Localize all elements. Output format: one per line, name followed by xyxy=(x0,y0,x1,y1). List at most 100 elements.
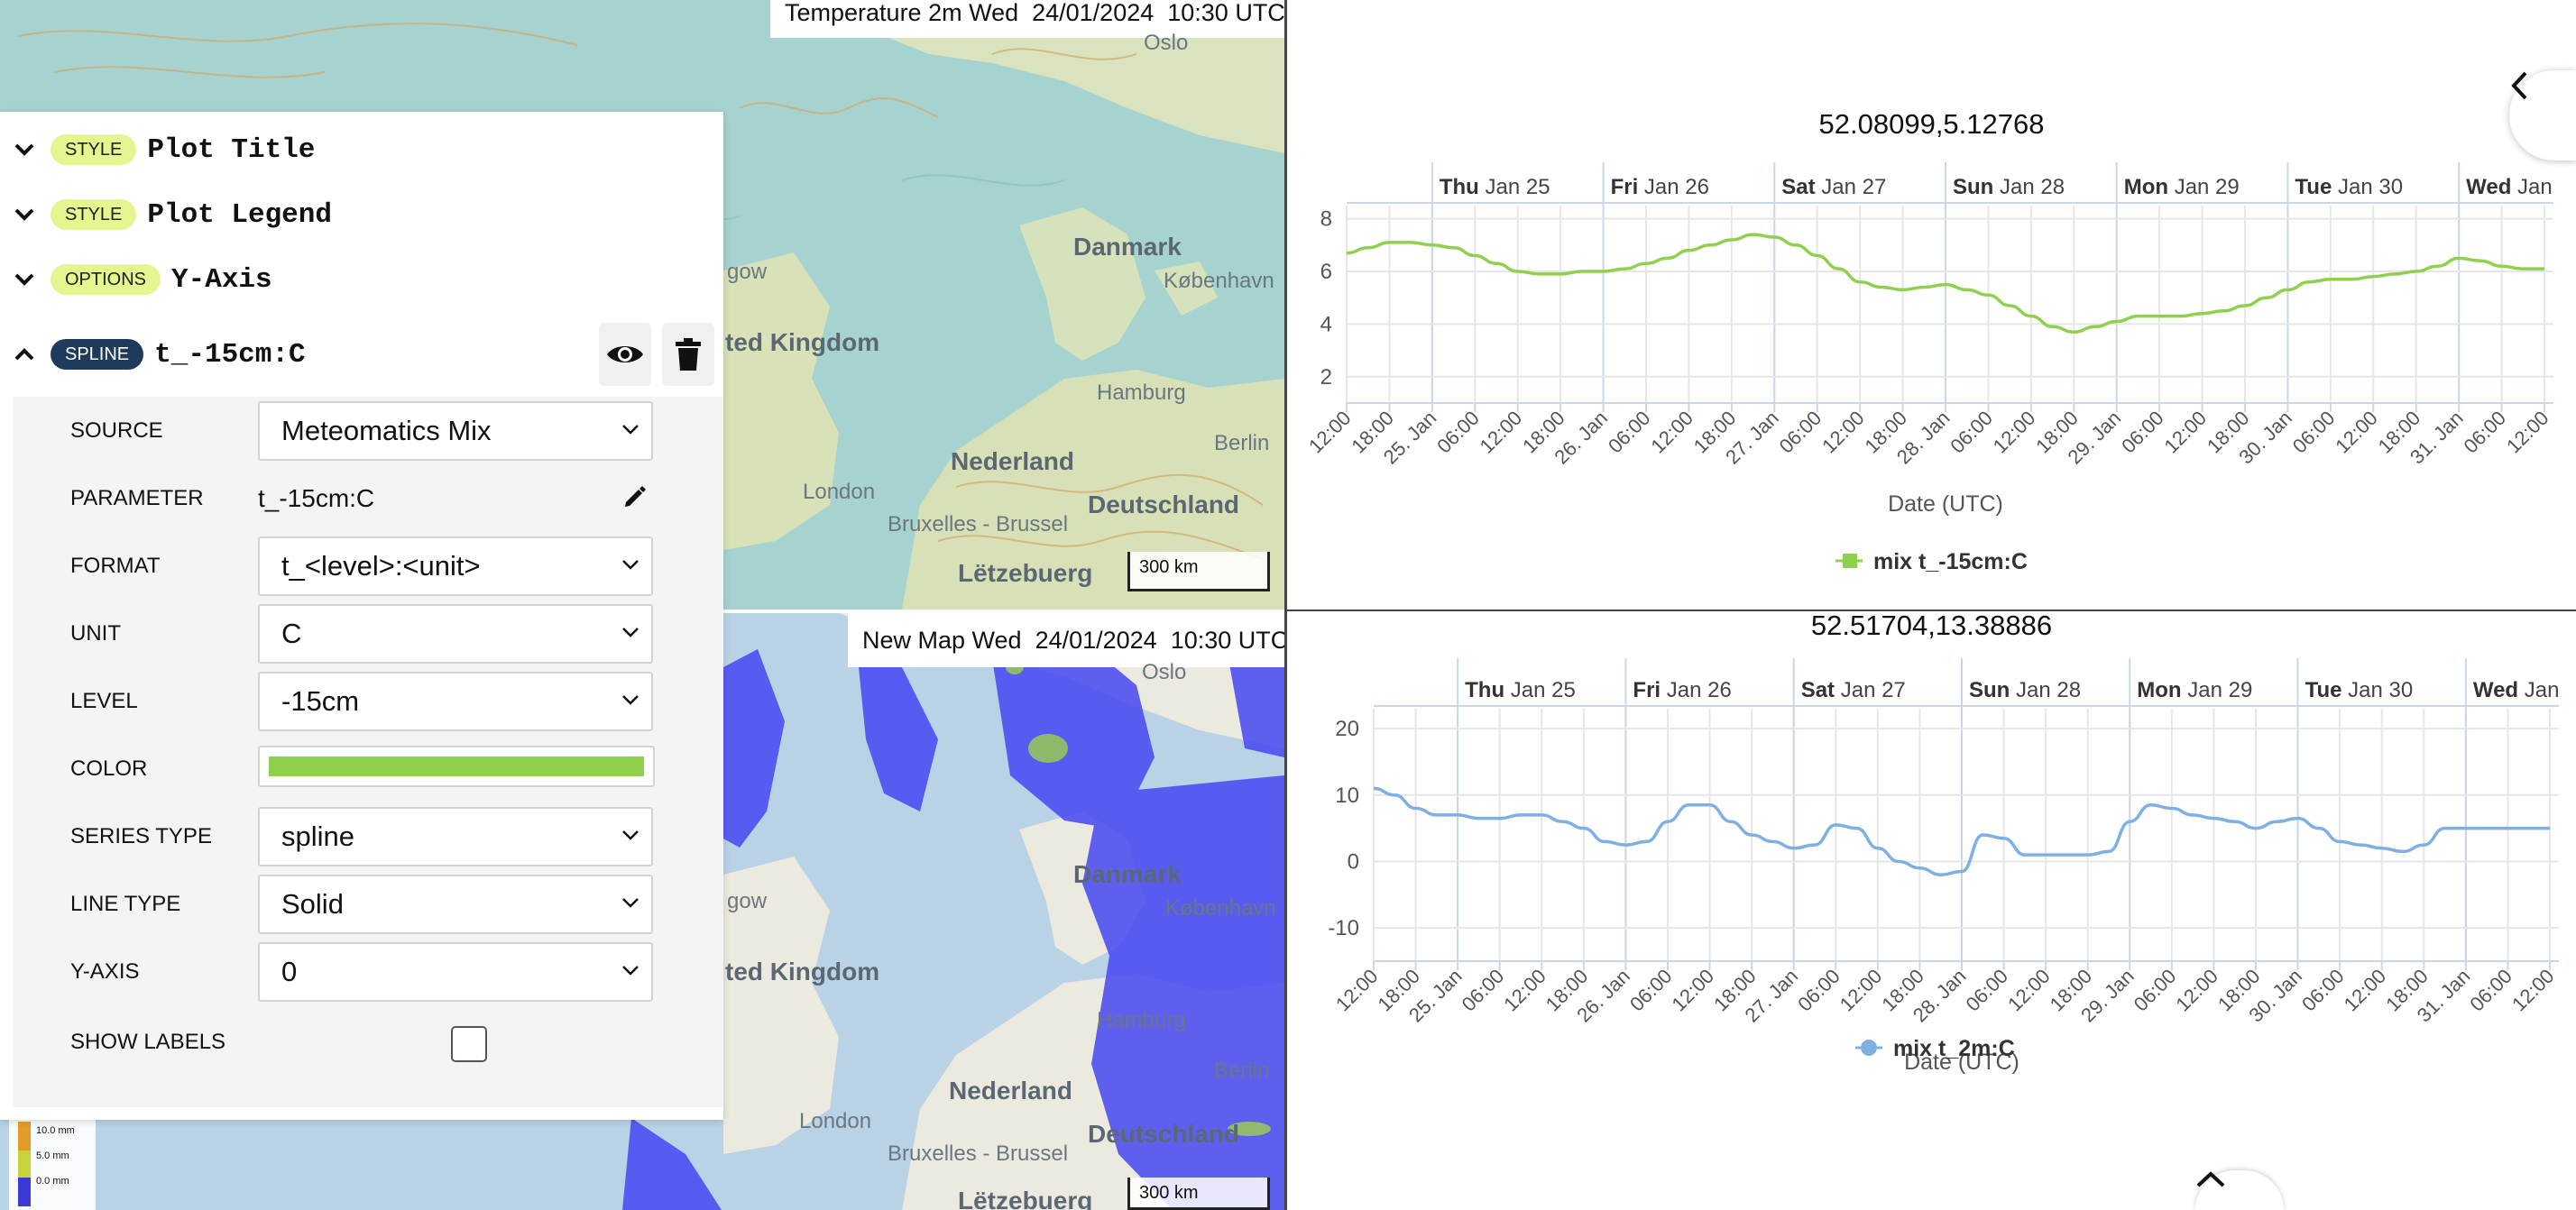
map-label-united-kingdom: ted Kingdom xyxy=(725,328,880,356)
day-name: Sat xyxy=(1781,175,1821,199)
y-tick-label: -10 xyxy=(1328,916,1359,940)
x-tick-label: 06:00 xyxy=(2465,965,2516,1016)
level-value: -15cm xyxy=(281,685,360,717)
series-line[interactable] xyxy=(1346,233,2544,334)
day-label: Tue Jan 30 xyxy=(2295,175,2403,199)
legend-swatch-high xyxy=(18,1122,31,1150)
prop-level: LEVEL -15cm xyxy=(13,667,723,735)
day-name: Fri xyxy=(1611,175,1644,199)
day-name: Mon xyxy=(2137,678,2187,702)
day-label: Fri Jan 26 xyxy=(1611,175,1709,199)
x-tick-label: 12:00 xyxy=(2507,965,2559,1016)
vertical-splitter[interactable] xyxy=(1284,0,1287,1210)
line-type-select[interactable]: Solid xyxy=(258,875,653,934)
series-properties: SOURCE Meteomatics Mix PARAMETER t_-15cm… xyxy=(13,397,723,1107)
x-tick-label: 06:00 xyxy=(1432,407,1484,458)
line-type-value: Solid xyxy=(281,888,344,920)
day-name: Fri xyxy=(1633,678,1666,702)
map-bottom-title: New Map Wed 24/01/2024 10:30 UTC xyxy=(848,613,1284,667)
x-tick-label: 12:00 xyxy=(1304,407,1356,458)
format-label: FORMAT xyxy=(70,554,161,578)
show-labels-label: SHOW LABELS xyxy=(70,1030,226,1054)
legend-label[interactable]: mix t_-15cm:C xyxy=(1873,549,2028,574)
level-select[interactable]: -15cm xyxy=(258,672,653,731)
day-date: Jan 26 xyxy=(1667,678,1732,702)
level-label: LEVEL xyxy=(70,689,138,713)
day-label: Sun Jan 28 xyxy=(1953,175,2065,199)
delete-button[interactable] xyxy=(662,323,714,386)
horizontal-splitter[interactable] xyxy=(1287,610,2576,611)
section-y-axis[interactable]: OPTIONS Y-Axis xyxy=(0,251,723,308)
map-label-deutschland-bottom: Deutschland xyxy=(1088,1120,1240,1148)
x-tick-label: 12:00 xyxy=(2340,965,2391,1016)
x-tick-label: 12:00 xyxy=(1646,407,1697,458)
prop-y-axis: Y-AXIS 0 xyxy=(13,938,723,1005)
trash-icon xyxy=(676,338,701,371)
day-name: Tue xyxy=(2295,175,2338,199)
source-select[interactable]: Meteomatics Mix xyxy=(258,401,653,461)
format-select[interactable]: t_<level>:<unit> xyxy=(258,536,653,596)
day-name: Wed xyxy=(2466,175,2517,199)
map-bottom-scale-bar: 300 km xyxy=(1127,1178,1270,1210)
source-value: Meteomatics Mix xyxy=(281,415,492,446)
day-date: Jan 25 xyxy=(1486,175,1550,199)
prop-line-type: LINE TYPE Solid xyxy=(13,870,723,938)
y-tick-label: 6 xyxy=(1320,260,1332,284)
chevron-down-icon[interactable] xyxy=(9,199,40,230)
chevron-down-icon xyxy=(622,628,639,637)
day-name: Sun xyxy=(1969,678,2016,702)
section-title: Plot Title xyxy=(147,133,316,166)
chevron-down-icon[interactable] xyxy=(9,134,40,165)
series-type-select[interactable]: spline xyxy=(258,807,653,866)
day-date: Jan 28 xyxy=(2000,175,2065,199)
map-label-kobenhavn-bottom: København xyxy=(1165,896,1276,921)
x-tick-label: 06:00 xyxy=(2130,965,2181,1016)
x-tick-label: 12:00 xyxy=(2331,407,2382,458)
color-picker[interactable] xyxy=(258,746,655,787)
map-label-hamburg: Hamburg xyxy=(1097,380,1186,405)
section-plot-legend[interactable]: STYLE Plot Legend xyxy=(0,186,723,243)
chart-bottom: 52.51704,13.38886 12:00 18:00 25. Jan 06:00… xyxy=(1287,610,2576,1210)
map-label-bruxelles-bottom: Bruxelles - Brussel xyxy=(888,1141,1069,1166)
day-date: Jan 30 xyxy=(2348,678,2413,702)
line-type-label: LINE TYPE xyxy=(70,892,181,916)
section-series-t-15cm[interactable]: SPLINE t_-15cm:C xyxy=(0,319,723,390)
x-tick-label: 12:00 xyxy=(1331,965,1383,1016)
y-axis-select[interactable]: 0 xyxy=(258,942,653,1002)
chevron-down-icon xyxy=(622,695,639,705)
legend-label[interactable]: mix t_2m:C xyxy=(1893,1036,2015,1061)
pencil-icon[interactable] xyxy=(622,484,648,509)
day-date: Jan 26 xyxy=(1644,175,1709,199)
section-title: Plot Legend xyxy=(147,198,332,231)
map-label-bruxelles: Bruxelles - Brussel xyxy=(888,512,1069,536)
day-date: Jan xyxy=(2517,175,2553,199)
section-plot-title[interactable]: STYLE Plot Title xyxy=(0,121,723,179)
y-tick-label: 0 xyxy=(1348,849,1359,874)
x-tick-label: 06:00 xyxy=(1604,407,1655,458)
day-date: Jan 29 xyxy=(2175,175,2240,199)
unit-select[interactable]: C xyxy=(258,604,653,664)
badge-options: OPTIONS xyxy=(51,264,161,295)
chevron-down-icon xyxy=(622,830,639,840)
visibility-button[interactable] xyxy=(599,323,651,386)
precipitation-legend: 10.0 mm 5.0 mm 0.0 mm xyxy=(9,1118,96,1210)
map-top-scale-bar: 300 km xyxy=(1127,552,1270,591)
badge-spline: SPLINE xyxy=(51,339,144,370)
map-label-oslo-bottom: Oslo xyxy=(1142,660,1187,684)
legend-label-0mm: 0.0 mm xyxy=(36,1176,69,1187)
x-axis-title: Date (UTC) xyxy=(1904,1050,2019,1075)
map-top-title: Temperature 2m Wed 24/01/2024 10:30 UTC xyxy=(770,0,1284,38)
unit-label: UNIT xyxy=(70,621,121,646)
day-name: Thu xyxy=(1465,678,1511,702)
legend-swatch-low xyxy=(18,1178,31,1206)
collapse-panel-button[interactable] xyxy=(2509,70,2576,160)
series-line[interactable] xyxy=(1373,786,2550,876)
x-tick-label: 12:00 xyxy=(2159,407,2211,458)
day-name: Thu xyxy=(1440,175,1486,199)
chevron-up-icon[interactable] xyxy=(9,339,40,370)
chevron-down-icon[interactable] xyxy=(9,264,40,295)
legend-label-10mm: 10.0 mm xyxy=(36,1125,75,1136)
show-labels-checkbox[interactable] xyxy=(451,1026,487,1062)
